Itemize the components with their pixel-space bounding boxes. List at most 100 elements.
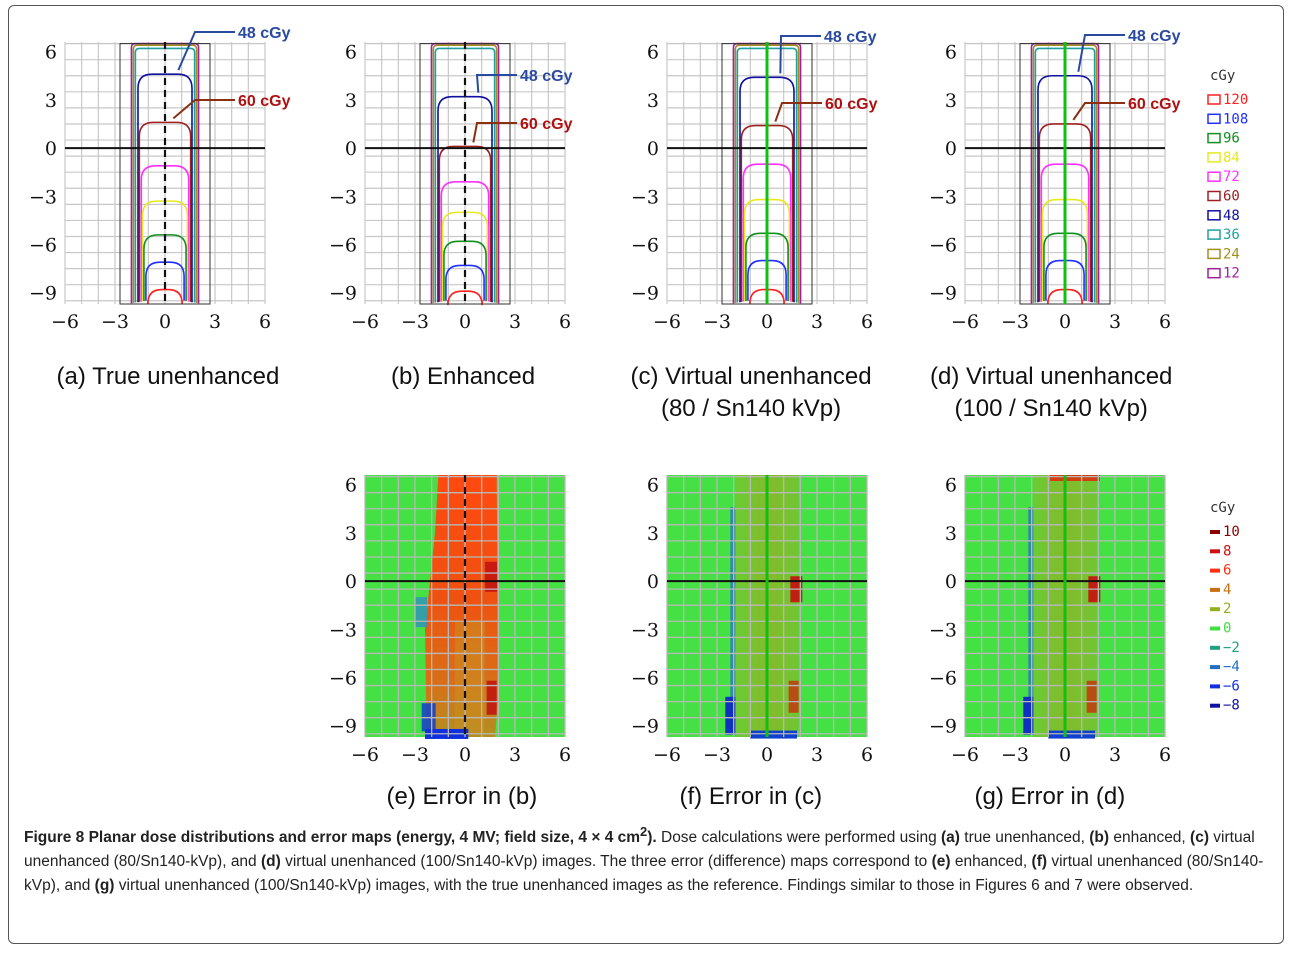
dose-xtick: −3 xyxy=(401,311,429,333)
callout-60-label: 60 cGy xyxy=(238,93,291,110)
callout-48-line xyxy=(475,74,517,93)
error-ytick: 3 xyxy=(647,523,659,545)
dose-ytick: −9 xyxy=(29,283,57,305)
error-legend-swatch xyxy=(1210,703,1220,708)
callout-60-line xyxy=(774,102,822,122)
dose-panel-d: 6 3 0 −3 −6 −9 −6 −3 0 3 6 48 cGy 60 cGy xyxy=(929,28,1181,333)
error-ytick: −3 xyxy=(929,619,957,641)
error-xtick: 6 xyxy=(559,744,571,766)
panel-label-a: (a) True unenhanced xyxy=(57,361,280,393)
panel-label-b-line: (b) Enhanced xyxy=(391,363,536,390)
panel-label-d-line: (d) Virtual unenhanced xyxy=(930,363,1173,390)
error-negative xyxy=(730,507,736,734)
dose-xtick: −6 xyxy=(351,311,379,333)
callout-48-label: 48 cGy xyxy=(520,68,573,85)
panel-label-b: (b) Enhanced xyxy=(391,361,535,393)
error-hotspot xyxy=(788,680,799,713)
panel-label-g: (g) Error in (d) xyxy=(975,781,1126,813)
callout-60-label: 60 cGy xyxy=(1128,96,1181,113)
dose-xtick: 6 xyxy=(559,311,571,333)
dose-ytick: 3 xyxy=(45,90,57,112)
dose-legend-swatch xyxy=(1207,229,1221,240)
dose-ytick: −9 xyxy=(631,283,659,305)
dose-ytick: −6 xyxy=(329,235,357,257)
callout-60-line xyxy=(172,99,235,120)
dose-legend-value: 84 xyxy=(1223,150,1240,166)
error-ytick: 6 xyxy=(647,475,659,497)
dose-xtick: −6 xyxy=(951,311,979,333)
isodose-line xyxy=(440,181,490,302)
error-legend-swatch xyxy=(1210,626,1220,631)
error-legend-swatch xyxy=(1210,549,1220,554)
error-legend-value: 4 xyxy=(1223,582,1231,598)
error-ytick: −6 xyxy=(329,668,357,690)
dose-legend-swatch xyxy=(1207,267,1221,279)
dose-ytick: −9 xyxy=(929,283,957,305)
dose-legend-swatch xyxy=(1207,248,1221,260)
dose-ytick: 3 xyxy=(647,90,659,112)
error-ytick: −3 xyxy=(329,619,357,641)
dose-ytick: 0 xyxy=(945,138,957,160)
panel-label-c: (c) Virtual unenhanced (80 / Sn140 kVp) xyxy=(631,361,872,425)
dose-xtick: 3 xyxy=(209,311,221,333)
error-legend-value: 10 xyxy=(1223,524,1240,540)
dose-xtick: 6 xyxy=(259,311,271,333)
dose-xtick: 6 xyxy=(1159,311,1171,333)
dose-ytick: −3 xyxy=(631,186,659,208)
dose-ytick: −3 xyxy=(29,186,57,208)
error-legend-swatch xyxy=(1210,530,1220,534)
dose-legend-swatch xyxy=(1207,94,1221,105)
dose-legend-swatch xyxy=(1207,113,1221,125)
error-legend-swatch xyxy=(1210,645,1220,650)
dose-panel-a: 6 3 0 −3 −6 −9 −6 −3 0 3 6 48 cGy 60 cGy xyxy=(29,25,291,333)
error-hotspot xyxy=(486,680,497,715)
error-hotspot xyxy=(1086,680,1097,713)
error-xtick: 3 xyxy=(811,744,823,766)
dose-legend-value: 60 xyxy=(1223,189,1240,205)
dose-ytick: −6 xyxy=(631,235,659,257)
error-legend-value: 0 xyxy=(1223,621,1231,637)
dose-xtick: 3 xyxy=(509,311,521,333)
dose-xtick: 3 xyxy=(811,311,823,333)
error-negative xyxy=(750,730,797,739)
error-ytick: 0 xyxy=(647,571,659,593)
dose-ytick: 0 xyxy=(45,138,57,160)
error-ytick: −9 xyxy=(929,716,957,738)
error-ytick: −9 xyxy=(631,716,659,738)
dose-panel-c: 6 3 0 −3 −6 −9 −6 −3 0 3 6 48 cGy 60 cGy xyxy=(631,29,878,333)
error-xtick: −3 xyxy=(703,744,731,766)
error-legend-swatch xyxy=(1210,607,1220,612)
isodose-line xyxy=(445,264,485,301)
callout-48-label: 48 cGy xyxy=(1128,28,1181,45)
dose-legend-unit: cGy xyxy=(1210,68,1235,84)
error-ytick: 0 xyxy=(945,571,957,593)
error-legend-value: 6 xyxy=(1223,563,1231,579)
dose-xtick: −3 xyxy=(1001,311,1029,333)
dose-ytick: 0 xyxy=(345,138,357,160)
panel-label-c-line: (c) Virtual unenhanced xyxy=(630,363,872,390)
error-ytick: −9 xyxy=(329,716,357,738)
dose-ytick: −3 xyxy=(929,186,957,208)
callout-60-line xyxy=(1072,102,1125,121)
panel-label-g-line: (g) Error in (d) xyxy=(974,783,1126,810)
error-hotspot xyxy=(1050,475,1100,481)
error-hotspot xyxy=(485,561,497,592)
panel-label-d-line: (100 / Sn140 kVp) xyxy=(954,395,1148,422)
dose-xtick: −3 xyxy=(101,311,129,333)
isodose-line xyxy=(447,290,483,306)
error-panel-g: 6 3 0 −3 −6 −9 −6 −3 0 3 6 xyxy=(929,475,1171,766)
error-xtick: −3 xyxy=(401,744,429,766)
dose-legend-swatch xyxy=(1207,132,1221,144)
error-legend-swatch xyxy=(1210,568,1220,573)
dose-ytick: 6 xyxy=(345,42,357,64)
dose-ytick: 6 xyxy=(647,42,659,64)
panel-label-d: (d) Virtual unenhanced (100 / Sn140 kVp) xyxy=(930,361,1172,425)
error-xtick: −3 xyxy=(1001,744,1029,766)
error-legend-value: −8 xyxy=(1223,698,1240,714)
error-legend-swatch xyxy=(1210,587,1220,592)
error-negative xyxy=(725,696,736,735)
error-xtick: 3 xyxy=(1109,744,1121,766)
error-legend-value: −4 xyxy=(1223,659,1240,675)
error-xtick: −6 xyxy=(951,744,979,766)
dose-ytick: −6 xyxy=(29,235,57,257)
